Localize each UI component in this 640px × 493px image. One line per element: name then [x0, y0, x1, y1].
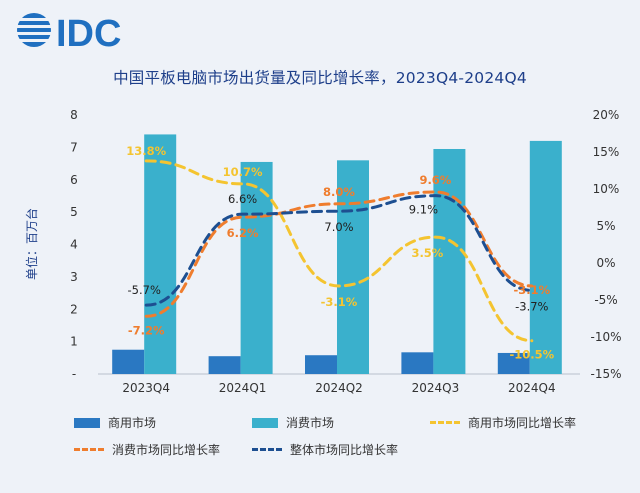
- y2-tick-label: 5%: [596, 219, 615, 233]
- bar-consumer: [240, 161, 273, 374]
- commercial-growth-line: [144, 159, 534, 343]
- data-label-commercial-growth: 3.5%: [411, 246, 443, 260]
- legend-label: 消费市场: [286, 416, 335, 430]
- legend-label: 消费市场同比增长率: [112, 443, 221, 457]
- y2-tick-label: 10%: [593, 182, 620, 196]
- legend-label: 商用市场: [108, 416, 157, 430]
- x-tick-label: 2024Q2: [315, 381, 363, 395]
- legend-label: 整体市场同比增长率: [290, 443, 399, 457]
- bar-commercial: [208, 356, 241, 374]
- data-label-total-growth: 7.0%: [324, 220, 353, 234]
- y2-tick-label: -15%: [590, 367, 621, 381]
- y-tick-label: 4: [70, 238, 78, 252]
- legend-commercial-growth: 商用市场同比增长率: [430, 414, 576, 431]
- data-label-consumer-growth: 9.6%: [419, 173, 451, 187]
- x-tick-label: 2024Q4: [508, 381, 556, 395]
- y2-tick-label: -10%: [590, 330, 621, 344]
- legend-consumer-market: 消费市场: [252, 414, 334, 431]
- idc-logo: IDC: [17, 13, 121, 55]
- legend-label: 商用市场同比增长率: [468, 416, 577, 430]
- legend-commercial-market: 商用市场: [74, 414, 156, 431]
- legend-swatch: [252, 448, 282, 451]
- bar-consumer: [433, 148, 466, 374]
- y-tick-label: 5: [70, 205, 78, 219]
- data-label-commercial-growth: -3.1%: [321, 295, 358, 309]
- data-label-commercial-growth: -10.5%: [509, 348, 554, 362]
- idc-globe-icon: [17, 13, 51, 47]
- y-tick-label: -: [72, 367, 76, 381]
- bar-commercial: [401, 352, 434, 374]
- y2-tick-label: 0%: [596, 256, 615, 270]
- data-label-commercial-growth: 10.7%: [223, 165, 263, 179]
- data-label-consumer-growth: 6.2%: [227, 226, 259, 240]
- y-axis-title: 单位：百万台: [24, 208, 39, 280]
- legend-swatch: [430, 421, 460, 424]
- y2-tick-label: 20%: [593, 108, 620, 122]
- bar-commercial: [497, 352, 530, 374]
- y-tick-label: 8: [70, 108, 78, 122]
- total-growth-line: [144, 194, 534, 307]
- legend-swatch: [252, 417, 278, 428]
- data-label-commercial-growth: 13.8%: [126, 144, 166, 158]
- data-label-consumer-growth: -7.2%: [128, 323, 165, 337]
- bar-consumer: [144, 134, 177, 374]
- x-tick-label: 2024Q1: [219, 381, 267, 395]
- x-tick-label: 2023Q4: [122, 381, 170, 395]
- y-tick-label: 6: [70, 173, 78, 187]
- y-tick-label: 2: [70, 302, 78, 316]
- data-label-total-growth: 6.6%: [228, 192, 257, 206]
- legend-consumer-growth: 消费市场同比增长率: [74, 441, 220, 458]
- y-tick-label: 1: [70, 335, 78, 349]
- data-label-consumer-growth: -3.1%: [513, 283, 550, 297]
- y-tick-label: 3: [70, 270, 78, 284]
- bar-consumer: [337, 160, 369, 374]
- y2-tick-label: -5%: [594, 293, 617, 307]
- legend-swatch: [74, 448, 104, 451]
- y-tick-label: 7: [70, 140, 78, 154]
- chart-title: 中国平板电脑市场出货量及同比增长率，2023Q4-2024Q4: [113, 69, 527, 87]
- bar-consumer: [529, 140, 562, 374]
- data-label-total-growth: -5.7%: [128, 283, 161, 297]
- data-label-consumer-growth: 8.0%: [323, 185, 355, 199]
- x-tick-label: 2024Q3: [412, 381, 460, 395]
- bar-commercial: [112, 349, 145, 374]
- data-label-total-growth: -3.7%: [515, 299, 548, 313]
- bar-commercial: [305, 355, 337, 374]
- data-label-total-growth: 9.1%: [409, 203, 438, 217]
- y2-tick-label: 15%: [593, 145, 620, 159]
- legend-total-growth: 整体市场同比增长率: [252, 441, 398, 458]
- logo-text: IDC: [56, 13, 121, 55]
- legend-swatch: [74, 417, 100, 428]
- consumer-growth-line: [144, 190, 534, 318]
